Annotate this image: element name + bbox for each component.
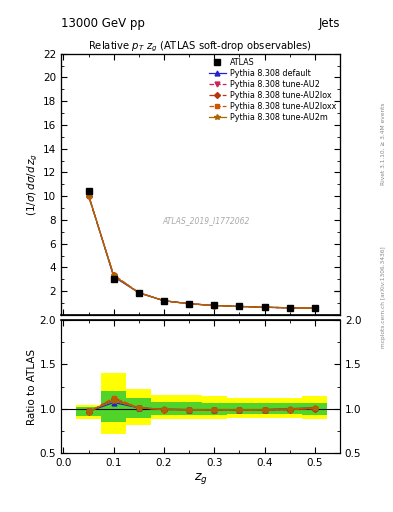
Pythia 8.308 tune-AU2m <box>262 304 267 310</box>
Text: Rivet 3.1.10, ≥ 3.4M events: Rivet 3.1.10, ≥ 3.4M events <box>381 102 386 185</box>
Pythia 8.308 tune-AU2loxx <box>262 304 267 310</box>
Pythia 8.308 default <box>312 305 317 311</box>
Text: ATLAS_2019_I1772062: ATLAS_2019_I1772062 <box>162 217 250 225</box>
Pythia 8.308 default <box>187 301 191 307</box>
Pythia 8.308 tune-AU2 <box>111 272 116 279</box>
Pythia 8.308 tune-AU2lox <box>162 297 166 304</box>
Pythia 8.308 tune-AU2 <box>262 304 267 310</box>
Pythia 8.308 tune-AU2loxx <box>86 194 91 200</box>
Pythia 8.308 tune-AU2loxx <box>212 303 217 309</box>
Title: Relative $p_{T}$ $z_g$ (ATLAS soft-drop observables): Relative $p_{T}$ $z_g$ (ATLAS soft-drop … <box>88 39 312 54</box>
Pythia 8.308 tune-AU2lox <box>312 305 317 311</box>
Pythia 8.308 tune-AU2lox <box>262 304 267 310</box>
Pythia 8.308 tune-AU2lox <box>287 305 292 311</box>
Pythia 8.308 tune-AU2m <box>287 305 292 311</box>
Pythia 8.308 tune-AU2lox <box>212 303 217 309</box>
Legend: ATLAS, Pythia 8.308 default, Pythia 8.308 tune-AU2, Pythia 8.308 tune-AU2lox, Py: ATLAS, Pythia 8.308 default, Pythia 8.30… <box>207 56 338 123</box>
Pythia 8.308 tune-AU2m <box>86 192 91 198</box>
Line: Pythia 8.308 default: Pythia 8.308 default <box>86 193 317 311</box>
Pythia 8.308 tune-AU2 <box>136 290 141 296</box>
Text: Jets: Jets <box>318 16 340 30</box>
Y-axis label: $(1/\sigma)\,d\sigma/d\,z_g$: $(1/\sigma)\,d\sigma/d\,z_g$ <box>26 153 40 216</box>
Line: Pythia 8.308 tune-AU2loxx: Pythia 8.308 tune-AU2loxx <box>86 194 317 310</box>
Pythia 8.308 tune-AU2m <box>136 290 141 296</box>
Text: mcplots.cern.ch [arXiv:1306.3436]: mcplots.cern.ch [arXiv:1306.3436] <box>381 246 386 348</box>
Pythia 8.308 tune-AU2m <box>111 273 116 279</box>
Pythia 8.308 tune-AU2m <box>212 303 217 309</box>
Pythia 8.308 default <box>237 303 242 309</box>
Text: 13000 GeV pp: 13000 GeV pp <box>61 16 145 30</box>
Line: Pythia 8.308 tune-AU2m: Pythia 8.308 tune-AU2m <box>86 193 318 311</box>
Pythia 8.308 tune-AU2loxx <box>287 305 292 311</box>
Pythia 8.308 tune-AU2lox <box>187 301 191 307</box>
Pythia 8.308 default <box>162 297 166 304</box>
Pythia 8.308 tune-AU2 <box>86 192 91 198</box>
Pythia 8.308 tune-AU2lox <box>136 290 141 296</box>
Pythia 8.308 tune-AU2loxx <box>162 297 166 304</box>
Line: Pythia 8.308 tune-AU2lox: Pythia 8.308 tune-AU2lox <box>86 194 317 310</box>
Pythia 8.308 tune-AU2 <box>312 305 317 311</box>
Pythia 8.308 tune-AU2 <box>212 303 217 309</box>
Pythia 8.308 default <box>86 192 91 198</box>
Pythia 8.308 default <box>111 274 116 280</box>
Pythia 8.308 tune-AU2m <box>187 301 191 307</box>
Pythia 8.308 default <box>262 304 267 310</box>
Pythia 8.308 tune-AU2 <box>287 305 292 311</box>
Pythia 8.308 tune-AU2loxx <box>312 305 317 311</box>
Pythia 8.308 default <box>212 303 217 309</box>
Pythia 8.308 tune-AU2m <box>162 297 166 304</box>
Pythia 8.308 tune-AU2loxx <box>187 301 191 307</box>
Pythia 8.308 tune-AU2m <box>312 305 317 311</box>
Pythia 8.308 tune-AU2 <box>237 303 242 309</box>
Pythia 8.308 tune-AU2loxx <box>111 272 116 278</box>
Y-axis label: Ratio to ATLAS: Ratio to ATLAS <box>27 349 37 424</box>
Pythia 8.308 tune-AU2lox <box>237 304 242 310</box>
X-axis label: $z_g$: $z_g$ <box>193 471 208 486</box>
Pythia 8.308 tune-AU2loxx <box>237 304 242 310</box>
Pythia 8.308 tune-AU2lox <box>111 272 116 278</box>
Pythia 8.308 tune-AU2m <box>237 303 242 309</box>
Pythia 8.308 default <box>136 290 141 296</box>
Pythia 8.308 tune-AU2 <box>187 301 191 307</box>
Pythia 8.308 tune-AU2lox <box>86 194 91 200</box>
Pythia 8.308 tune-AU2 <box>162 297 166 304</box>
Pythia 8.308 tune-AU2loxx <box>136 290 141 296</box>
Line: Pythia 8.308 tune-AU2: Pythia 8.308 tune-AU2 <box>86 193 317 311</box>
Pythia 8.308 default <box>287 305 292 311</box>
